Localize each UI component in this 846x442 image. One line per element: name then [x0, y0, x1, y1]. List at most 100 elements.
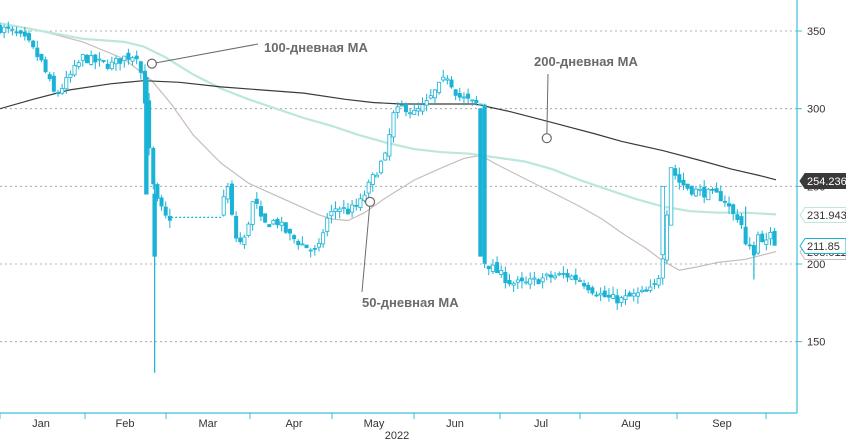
y-tick-label: 350	[807, 26, 825, 38]
candle-body	[250, 201, 255, 225]
candle-body	[756, 234, 761, 254]
candle-body	[623, 295, 628, 300]
candle-body	[611, 294, 616, 299]
candle-body	[615, 295, 620, 304]
candle-body	[263, 213, 268, 223]
candle-body	[590, 287, 595, 294]
candle-body	[532, 277, 537, 280]
candle-body	[718, 191, 723, 202]
candle-body	[374, 174, 379, 178]
candle-body	[0, 24, 3, 33]
candle-body	[648, 286, 653, 291]
badge-label: 211.85	[807, 241, 840, 253]
candle-body	[768, 232, 773, 240]
candle-body	[515, 279, 520, 283]
candle-body	[706, 188, 711, 201]
candle-body	[482, 104, 487, 264]
candle-body	[152, 193, 157, 257]
candle-body	[126, 52, 131, 60]
candlesticks	[0, 21, 777, 373]
candle-body	[524, 281, 529, 284]
candle-body	[453, 89, 458, 96]
candle-body	[519, 277, 524, 282]
annotation-ma200: 200-дневная MA	[534, 54, 638, 144]
candle-body	[130, 57, 135, 62]
candle-body	[258, 206, 263, 217]
candle-body	[668, 167, 674, 226]
candle-body	[321, 232, 326, 245]
candle-body	[350, 204, 355, 213]
candle-body	[97, 58, 102, 61]
candle-body	[43, 59, 48, 73]
candle-body	[105, 63, 110, 69]
y-tick-label: 300	[807, 104, 825, 116]
candle-body	[722, 200, 727, 203]
candle-body	[225, 186, 230, 200]
candle-body	[424, 100, 429, 106]
x-tick-label: Jan	[32, 418, 50, 430]
candle-body	[486, 265, 491, 270]
candle-body	[60, 88, 65, 94]
candle-body	[598, 292, 603, 296]
candle-body	[329, 210, 334, 217]
badge-box	[799, 207, 846, 223]
candle-body	[144, 77, 149, 195]
candle-body	[155, 184, 160, 199]
candle-body	[714, 188, 719, 193]
ma100-line	[0, 22, 777, 216]
candle-body	[35, 47, 40, 58]
y-tick-label: 150	[807, 337, 825, 349]
annotation-label: 200-дневная MA	[534, 54, 638, 69]
annotation-marker	[364, 196, 376, 207]
candle-body	[673, 168, 678, 176]
candle-body	[64, 77, 69, 90]
candle-body	[573, 274, 578, 281]
candle-body	[296, 240, 301, 246]
candle-body	[6, 26, 11, 29]
ma50-line	[41, 30, 777, 271]
candle-body	[138, 61, 143, 73]
candle-body	[234, 216, 239, 239]
candle-body	[685, 183, 690, 189]
candle-body	[660, 258, 665, 279]
candle-body	[478, 103, 483, 106]
candle-body	[503, 272, 508, 284]
candle-body	[159, 197, 164, 207]
moving-averages	[0, 22, 777, 271]
candle-body	[540, 277, 545, 283]
annotation-label: 50-дневная MA	[362, 295, 459, 310]
candle-body	[474, 99, 479, 104]
candle-body	[594, 294, 599, 297]
candle-body	[221, 196, 226, 216]
candle-body	[51, 75, 56, 92]
candle-body	[89, 55, 94, 65]
candle-body	[490, 264, 495, 272]
candle-body	[569, 275, 574, 280]
candle-body	[72, 65, 77, 76]
candle-body	[300, 243, 305, 246]
candle-body	[84, 54, 89, 64]
annotation-marker	[541, 133, 552, 144]
badge-label: 254.236	[807, 176, 846, 188]
candle-body	[586, 284, 591, 291]
candle-body	[22, 31, 27, 37]
badge-ma200: 254.236	[799, 173, 846, 189]
candle-body	[627, 292, 632, 297]
candle-body	[772, 230, 777, 246]
candle-body	[341, 207, 346, 209]
badge-price: 211.85	[799, 238, 846, 254]
candle-body	[47, 74, 52, 80]
x-tick-label: Aug	[621, 418, 641, 430]
candle-body	[677, 174, 682, 183]
candle-body	[635, 292, 640, 297]
annotation-leader	[361, 201, 371, 293]
candle-body	[644, 289, 649, 292]
candle-body	[383, 152, 388, 161]
candle-body	[698, 188, 703, 191]
candle-body	[727, 203, 732, 207]
candle-body	[68, 73, 73, 78]
candle-body	[640, 289, 645, 293]
badge-label: 231.943	[807, 210, 846, 222]
